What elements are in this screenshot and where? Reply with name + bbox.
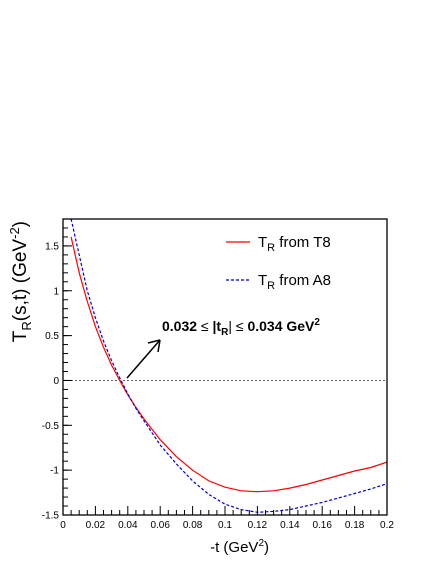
y-tick-label: -1: [50, 466, 59, 477]
y-tick-label: 1: [53, 286, 59, 297]
y-tick-label: -1.5: [42, 511, 60, 522]
x-tick-label: 0.18: [345, 520, 365, 531]
x-tick-label: 0.02: [86, 520, 106, 531]
annotation-text: 0.032 ≤ |tR| ≤ 0.034 GeV2: [162, 317, 320, 338]
x-tick-label: 0.2: [380, 520, 394, 531]
legend: TR from T8 TR from A8: [226, 234, 331, 292]
y-axis-ticks: 1.5 1 0.5 0 -0.5 -1 -1.5: [42, 218, 72, 522]
y-tick-label: -0.5: [42, 421, 60, 432]
x-tick-label: 0.08: [183, 520, 203, 531]
plot-frame: [62, 218, 388, 516]
x-tick-label: 0.12: [248, 520, 268, 531]
legend-entry-t8: TR from T8: [258, 234, 331, 254]
series-line-a8: [70, 219, 387, 513]
y-tick-label: 0: [53, 376, 59, 387]
y-tick-label: 0.5: [45, 331, 59, 342]
y-axis-label: TR(s,t) (GeV-2): [7, 221, 34, 342]
legend-entry-a8: TR from A8: [258, 272, 331, 292]
series-layer: [70, 219, 387, 513]
x-tick-label: 0.16: [312, 520, 332, 531]
x-axis-label: -t (GeV2): [210, 538, 269, 556]
annotation-arrow: [126, 339, 161, 379]
x-axis-ticks: 0 0.02 0.04 0.06 0.08 0.1 0.12 0.14 0.16 0.18 0.2: [60, 506, 394, 531]
x-tick-label: 0.14: [280, 520, 300, 531]
x-tick-label: 0: [60, 520, 66, 531]
x-tick-label: 0.06: [150, 520, 170, 531]
x-tick-label: 0.1: [218, 520, 232, 531]
y-tick-label: 1.5: [45, 241, 59, 252]
series-line-t8: [70, 236, 387, 493]
x-tick-label: 0.04: [118, 520, 138, 531]
